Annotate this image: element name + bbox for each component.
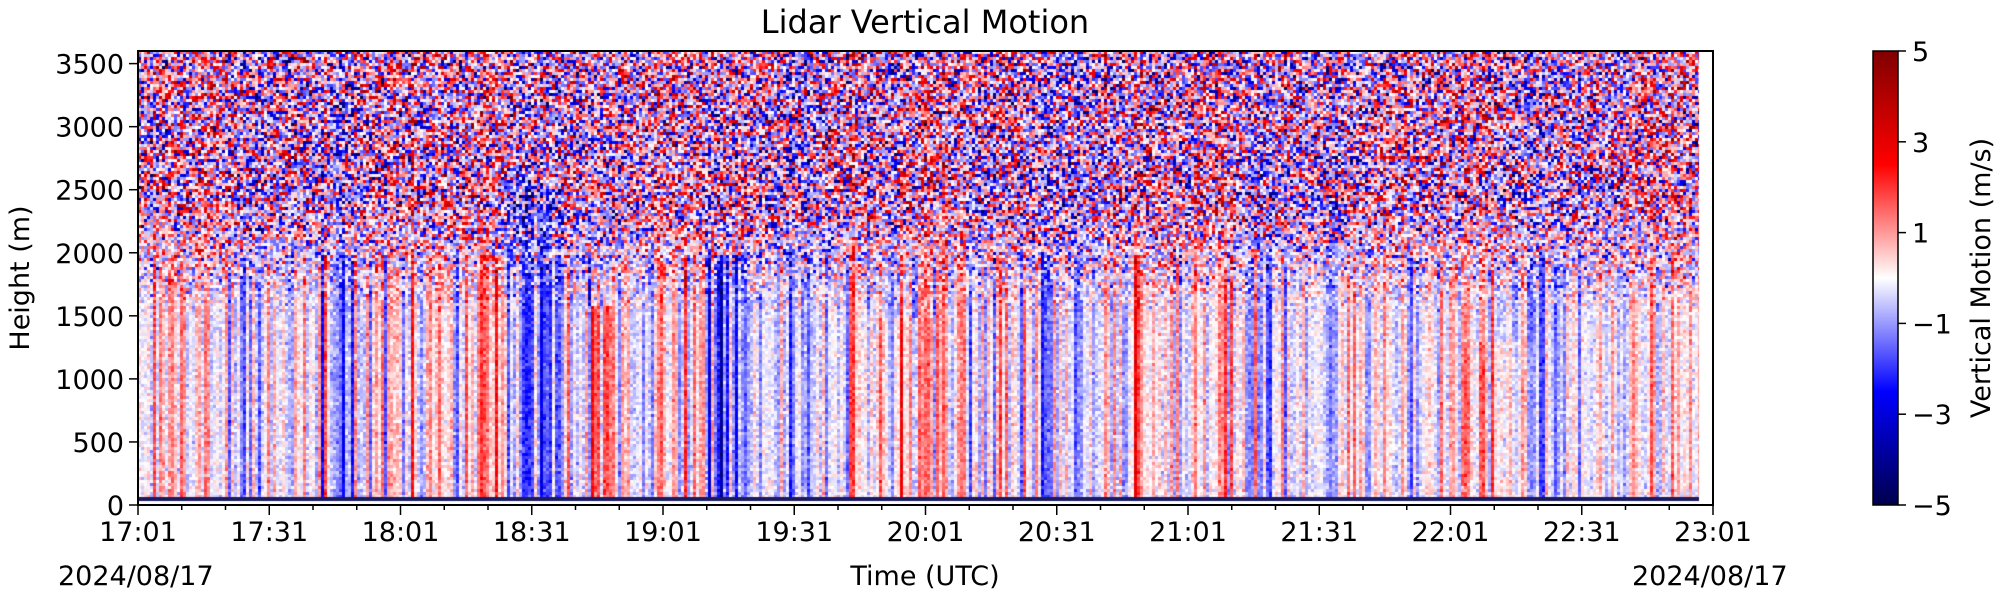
- y-tick-label: 3500: [55, 50, 124, 81]
- x-tick-label: 23:01: [1674, 517, 1752, 548]
- x-tick-label: 22:01: [1412, 517, 1490, 548]
- colorbar-ticks: 5 3 1 −1 −3 −5: [1898, 37, 1952, 522]
- x-tick-label: 17:31: [230, 517, 308, 548]
- colorbar-tick-label: −3: [1912, 400, 1952, 431]
- y-tick-label: 1000: [55, 365, 124, 396]
- y-tick-label: 1500: [55, 302, 124, 333]
- y-tick-label: 500: [72, 428, 124, 459]
- x-axis-label: Time (UTC): [849, 561, 999, 592]
- x-tick-label: 20:01: [887, 517, 965, 548]
- x-tick-label: 17:01: [99, 517, 177, 548]
- colorbar-gradient: [1872, 50, 1899, 506]
- y-tick-label: 2500: [55, 176, 124, 207]
- colorbar-tick-label: 5: [1912, 37, 1929, 68]
- heatmap-image: [138, 51, 1713, 505]
- x-start-date: 2024/08/17: [58, 561, 214, 592]
- colorbar-tick-label: −1: [1912, 309, 1952, 340]
- y-axis-label: Height (m): [5, 205, 36, 350]
- colorbar-label: Vertical Motion (m/s): [1966, 138, 1997, 418]
- y-tick-label: 0: [107, 491, 124, 522]
- colorbar-tick-label: 3: [1912, 128, 1929, 159]
- x-tick-label: 19:31: [755, 517, 833, 548]
- colorbar: 5 3 1 −1 −3 −5 Vertical Motion (m/s): [1872, 37, 1997, 522]
- colorbar-tick-label: 1: [1912, 219, 1929, 250]
- x-tick-label: 19:01: [624, 517, 702, 548]
- x-tick-label: 21:01: [1149, 517, 1227, 548]
- x-tick-label: 18:01: [362, 517, 440, 548]
- x-axis: 17:01 17:31 18:01 18:31 19:01 19:31 20:01 20:31…: [99, 505, 1752, 548]
- y-tick-label: 3000: [55, 113, 124, 144]
- x-end-date: 2024/08/17: [1632, 561, 1788, 592]
- y-tick-label: 2000: [55, 239, 124, 270]
- x-tick-label: 18:31: [493, 517, 571, 548]
- colorbar-tick-label: −5: [1912, 491, 1952, 522]
- x-tick-label: 22:31: [1543, 517, 1621, 548]
- y-axis: 0 500 1000 1500 2000 2500 3000 3500: [55, 50, 138, 522]
- plot-area: [137, 50, 1714, 506]
- x-tick-label: 21:31: [1280, 517, 1358, 548]
- chart-title: Lidar Vertical Motion: [761, 3, 1089, 41]
- x-tick-label: 20:31: [1018, 517, 1096, 548]
